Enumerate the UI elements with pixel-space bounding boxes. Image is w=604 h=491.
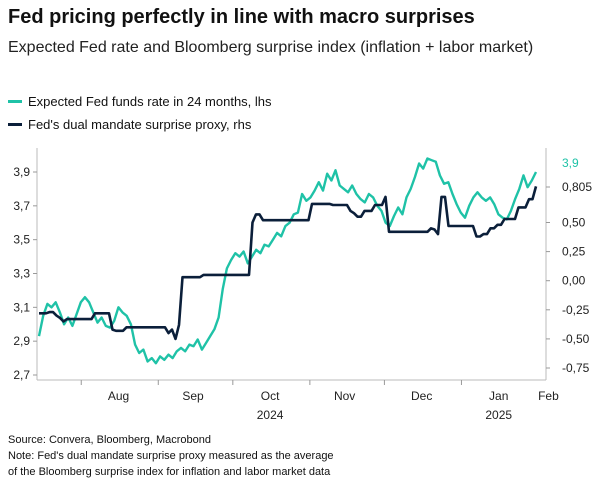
chart-title: Fed pricing perfectly in line with macro… bbox=[8, 6, 475, 28]
footnote-line-1: Note: Fed's dual mandate surprise proxy … bbox=[8, 450, 334, 462]
right-tick-label: 0,00 bbox=[562, 274, 586, 288]
x-year-label: 2025 bbox=[485, 408, 512, 422]
right-tick-label: 0,25 bbox=[562, 245, 586, 259]
legend-label: Fed's dual mandate surprise proxy, rhs bbox=[28, 117, 252, 132]
series-line-expected-fed-rate bbox=[37, 157, 538, 365]
left-tick-label: 2,9 bbox=[13, 334, 30, 348]
x-month-label: Dec bbox=[411, 389, 432, 403]
left-tick-label: 3,9 bbox=[13, 165, 30, 179]
right-tick-label: -0,75 bbox=[562, 361, 590, 375]
x-year-label: 2024 bbox=[257, 408, 284, 422]
right-tick-label: 0,805 bbox=[562, 180, 592, 194]
x-month-label: Aug bbox=[108, 389, 129, 403]
series-line-surprise-proxy bbox=[39, 186, 538, 341]
right-tick-label: 0,50 bbox=[562, 216, 586, 230]
legend-label: Expected Fed funds rate in 24 months, lh… bbox=[28, 94, 272, 109]
series-layer bbox=[37, 157, 538, 365]
x-month-label: Sep bbox=[182, 389, 204, 403]
x-month-label: Jan bbox=[489, 389, 508, 403]
legend-entry-surprise-proxy: Fed's dual mandate surprise proxy, rhs bbox=[8, 117, 251, 132]
right-tick-label: -0,25 bbox=[562, 303, 590, 317]
end-value-label-fed-rate: 3,9 bbox=[562, 156, 579, 170]
chart-subtitle: Expected Fed rate and Bloomberg surprise… bbox=[8, 39, 534, 56]
left-tick-label: 3,5 bbox=[13, 233, 30, 247]
legend-swatch-navy bbox=[8, 123, 22, 126]
x-axis-ticks: Aug Sep Oct Nov Dec Jan Feb 2024 2025 bbox=[80, 380, 559, 422]
right-tick-label: -0,50 bbox=[562, 332, 590, 346]
footnote-line-2: of the Bloomberg surprise index for infl… bbox=[8, 466, 331, 478]
x-month-label: Oct bbox=[261, 389, 280, 403]
legend-swatch-teal bbox=[8, 100, 22, 103]
left-axis-ticks: 3,9 3,7 3,5 3,3 3,1 2,9 2,7 bbox=[13, 165, 37, 382]
left-tick-label: 3,3 bbox=[13, 267, 30, 281]
left-tick-label: 3,1 bbox=[13, 300, 30, 314]
x-month-label: Feb bbox=[538, 389, 559, 403]
left-tick-label: 2,7 bbox=[13, 368, 30, 382]
legend-entry-fed-rate: Expected Fed funds rate in 24 months, lh… bbox=[8, 94, 272, 109]
line-chart: 3,9 3,7 3,5 3,3 3,1 2,9 2,7 0,805 0,50 0,25 0,00 -… bbox=[13, 148, 592, 422]
left-tick-label: 3,7 bbox=[13, 199, 30, 213]
right-axis-ticks: 0,805 0,50 0,25 0,00 -0,25 -0,50 -0,75 bbox=[546, 180, 592, 375]
source-note: Source: Convera, Bloomberg, Macrobond bbox=[8, 434, 211, 446]
x-month-label: Nov bbox=[334, 389, 355, 403]
